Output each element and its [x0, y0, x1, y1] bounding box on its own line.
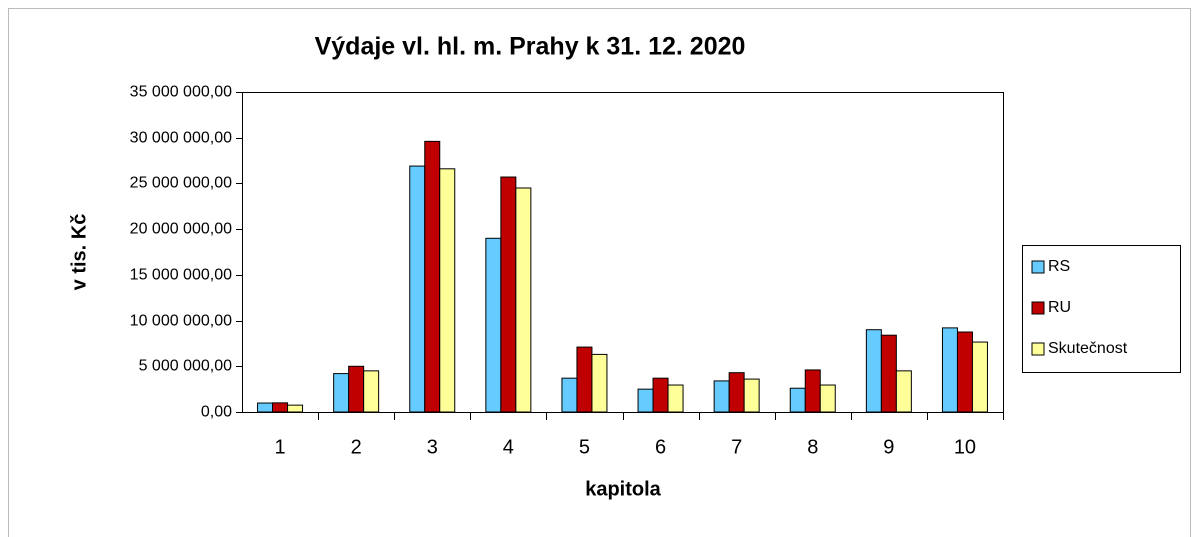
bar: [333, 373, 350, 413]
bar: [667, 384, 684, 413]
legend-label: RS: [1048, 258, 1070, 275]
bar: [272, 402, 289, 413]
legend-swatch: [1031, 342, 1045, 356]
bar: [576, 346, 593, 413]
x-tick-label: 3: [427, 436, 438, 458]
bar: [941, 327, 958, 413]
x-tick-label: 10: [954, 436, 976, 458]
bar: [363, 370, 380, 413]
x-tick-label: 6: [655, 436, 666, 458]
bar: [652, 377, 669, 413]
bar: [713, 380, 730, 413]
bar: [500, 176, 517, 413]
bar: [439, 168, 456, 413]
y-tick-label: 35 000 000,00: [130, 84, 232, 101]
legend-label: RU: [1048, 299, 1071, 316]
y-axis-label: v tis. Kč: [68, 214, 90, 291]
x-axis-label: kapitola: [585, 478, 661, 500]
bar: [591, 353, 608, 413]
x-tick-label: 2: [351, 436, 362, 458]
bar: [789, 387, 806, 413]
x-tick-label: 9: [883, 436, 894, 458]
x-tick-label: 8: [807, 436, 818, 458]
y-tick-label: 15 000 000,00: [130, 267, 232, 284]
bar: [804, 369, 821, 413]
y-tick-label: 25 000 000,00: [130, 175, 232, 192]
bar: [409, 165, 426, 413]
bar: [865, 329, 882, 413]
bar: [424, 140, 441, 413]
legend-label: Skutečnost: [1048, 340, 1128, 357]
bar: [637, 388, 654, 413]
legend-swatch: [1031, 260, 1045, 274]
chart-title: Výdaje vl. hl. m. Prahy k 31. 12. 2020: [315, 33, 746, 61]
y-tick-label: 20 000 000,00: [130, 221, 232, 238]
x-tick-label: 1: [274, 436, 285, 458]
bar: [515, 187, 532, 413]
bar: [348, 365, 365, 413]
bar: [743, 378, 760, 413]
legend-swatch: [1031, 301, 1045, 315]
y-tick-label: 30 000 000,00: [130, 130, 232, 147]
x-tick-label: 5: [579, 436, 590, 458]
bar: [561, 377, 578, 413]
x-tick-label: 4: [503, 436, 514, 458]
y-tick-label: 5 000 000,00: [139, 358, 233, 375]
chart-border: [8, 8, 1191, 537]
bar: [895, 370, 912, 413]
bar: [257, 402, 274, 413]
y-tick-label: 10 000 000,00: [130, 313, 232, 330]
bar: [956, 331, 973, 413]
bar: [728, 372, 745, 413]
bar: [819, 384, 836, 413]
bar: [485, 237, 502, 413]
legend-box: [1022, 245, 1181, 373]
y-tick-label: 0,00: [201, 404, 232, 421]
bar: [971, 341, 988, 413]
bar: [287, 404, 304, 413]
x-tick-label: 7: [731, 436, 742, 458]
bar: [880, 334, 897, 413]
